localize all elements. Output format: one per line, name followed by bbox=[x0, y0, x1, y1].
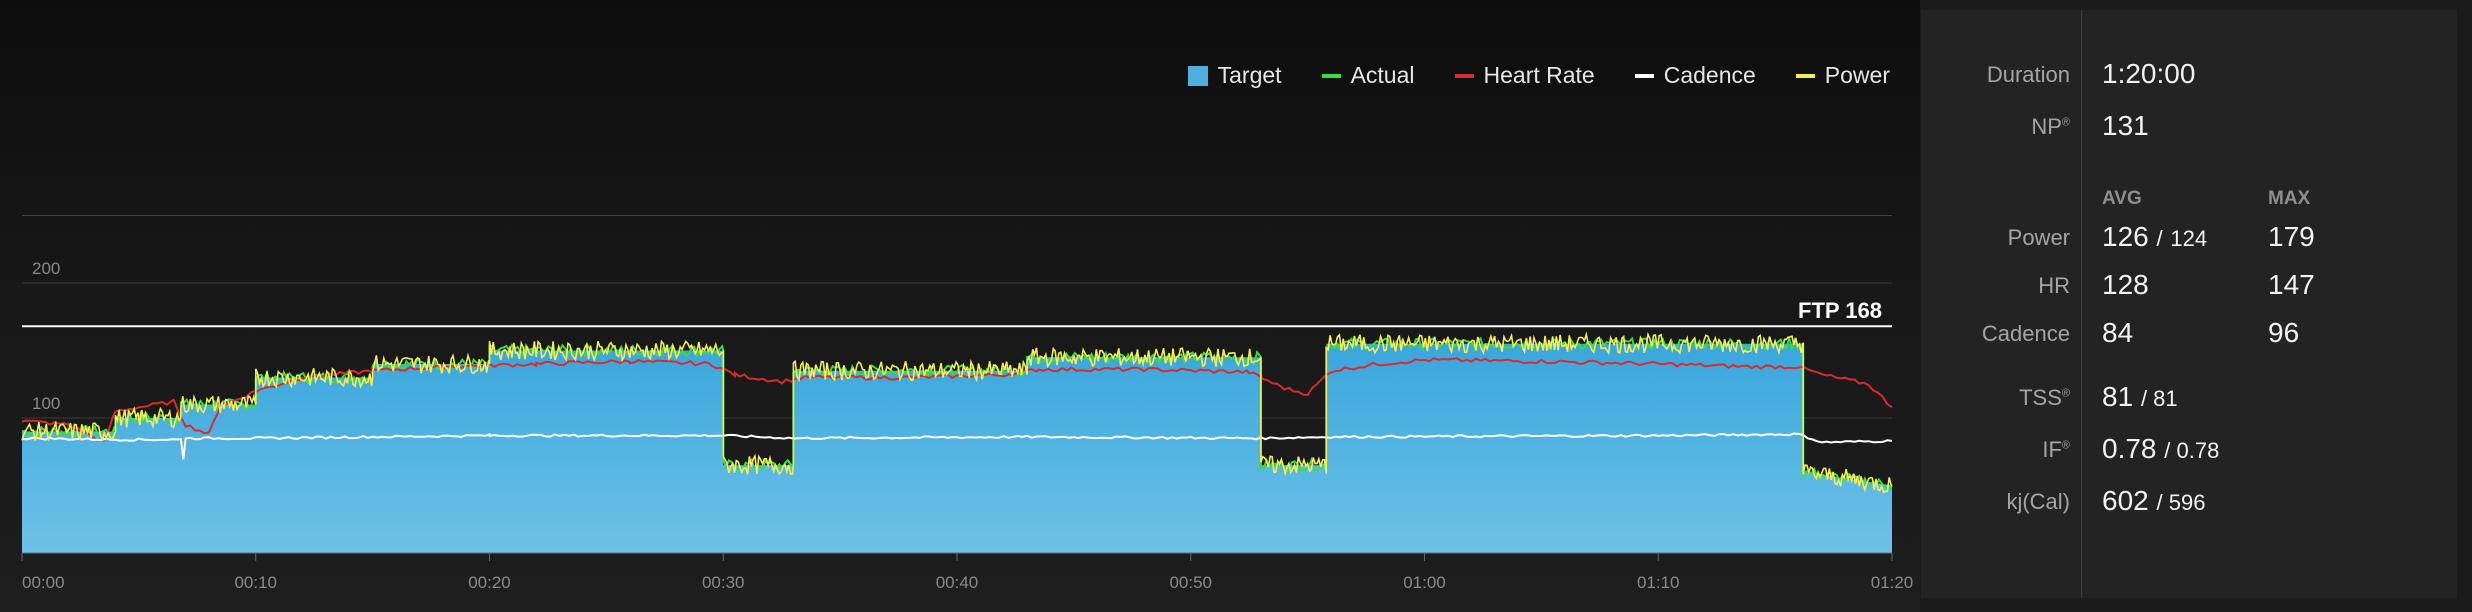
ftp-label: FTP 168 bbox=[1798, 298, 1882, 323]
if-label-text: IF bbox=[2042, 437, 2062, 462]
x-tick-label-4: 00:40 bbox=[936, 573, 979, 592]
legend-label-heart-rate: Heart Rate bbox=[1483, 62, 1595, 88]
x-tick-label-0: 00:00 bbox=[22, 573, 65, 592]
legend-label-actual: Actual bbox=[1350, 62, 1415, 88]
workout-chart: 100 200 FTP 168 00:00 00:10 00:20 00:30 00:40 00… bbox=[21, 215, 1914, 592]
np-label: NP® bbox=[2031, 114, 2070, 140]
legend-item-heart-rate[interactable]: Heart Rate bbox=[1454, 62, 1595, 89]
kj-secondary: / 596 bbox=[2156, 490, 2206, 515]
power-avg-secondary: 124 bbox=[2170, 226, 2208, 251]
power-max-value: 179 bbox=[2268, 221, 2315, 252]
if-label: IF® bbox=[2042, 437, 2070, 463]
kj-label: kj(Cal) bbox=[2006, 489, 2070, 514]
duration-value: 1:20:00 bbox=[2102, 58, 2196, 89]
x-tick-label-7: 01:10 bbox=[1637, 573, 1680, 592]
x-tick-label-5: 00:50 bbox=[1169, 573, 1212, 592]
if-registered-mark: ® bbox=[2061, 439, 2070, 452]
max-header: MAX bbox=[2268, 188, 2311, 209]
hr-label: HR bbox=[2038, 273, 2070, 298]
cadence-max-value: 96 bbox=[2268, 317, 2300, 348]
chart-legend: Target Actual Heart Rate Cadence Power bbox=[1148, 62, 1890, 89]
duration-label: Duration bbox=[1986, 62, 2070, 87]
x-tick-label-6: 01:00 bbox=[1403, 573, 1446, 592]
stats-panel: Duration 1:20:00 NP® 131 AVG MAX Power 1… bbox=[1921, 10, 2457, 598]
y-tick-label-100: 100 bbox=[32, 394, 60, 413]
if-secondary: / 0.78 bbox=[2164, 438, 2220, 463]
legend-label-target: Target bbox=[1217, 62, 1282, 88]
legend-item-power[interactable]: Power bbox=[1795, 62, 1890, 89]
kj-primary: 602 bbox=[2102, 485, 2149, 516]
tss-label: TSS® bbox=[2019, 385, 2070, 411]
np-registered-mark: ® bbox=[2061, 116, 2070, 129]
legend-item-cadence[interactable]: Cadence bbox=[1634, 62, 1756, 89]
cadence-label: Cadence bbox=[1981, 321, 2070, 346]
legend-label-power: Power bbox=[1824, 62, 1890, 88]
power-line bbox=[21, 331, 1893, 494]
heart-rate-line bbox=[21, 357, 1893, 442]
legend-swatch-cadence bbox=[1634, 73, 1654, 78]
if-primary: 0.78 bbox=[2102, 433, 2157, 464]
power-label: Power bbox=[2007, 225, 2070, 250]
hr-avg-value: 128 bbox=[2102, 269, 2149, 300]
tss-registered-mark: ® bbox=[2061, 387, 2070, 400]
y-tick-label-200: 200 bbox=[32, 259, 60, 278]
power-avg-value: 126 / 124 bbox=[2102, 221, 2207, 253]
hr-max-value: 147 bbox=[2268, 269, 2315, 300]
legend-swatch-actual bbox=[1321, 73, 1341, 78]
stats-divider bbox=[2081, 10, 2082, 598]
tss-value: 81 / 81 bbox=[2102, 381, 2178, 413]
avg-header: AVG bbox=[2102, 188, 2142, 209]
cadence-avg-value: 84 bbox=[2102, 317, 2134, 348]
legend-item-target[interactable]: Target bbox=[1187, 62, 1282, 89]
tss-secondary: / 81 bbox=[2140, 386, 2178, 411]
power-avg: 126 bbox=[2102, 221, 2149, 252]
target-area bbox=[22, 343, 1892, 553]
x-tick-label-1: 00:10 bbox=[234, 573, 277, 592]
legend-item-actual[interactable]: Actual bbox=[1321, 62, 1415, 89]
legend-label-cadence: Cadence bbox=[1663, 62, 1756, 88]
x-tick-label-2: 00:20 bbox=[468, 573, 511, 592]
tss-label-text: TSS bbox=[2019, 385, 2062, 410]
legend-swatch-target bbox=[1187, 65, 1208, 86]
x-tick-label-3: 00:30 bbox=[702, 573, 745, 592]
legend-swatch-power bbox=[1795, 73, 1815, 78]
kj-value: 602 / 596 bbox=[2102, 485, 2205, 517]
if-value: 0.78 / 0.78 bbox=[2102, 433, 2219, 465]
tss-primary: 81 bbox=[2102, 381, 2134, 412]
cadence-line bbox=[21, 432, 1893, 460]
x-tick-label-8: 01:20 bbox=[1871, 573, 1914, 592]
np-value: 131 bbox=[2102, 110, 2149, 141]
legend-swatch-heart-rate bbox=[1454, 73, 1474, 78]
workout-chart-panel: Target Actual Heart Rate Cadence Power 1… bbox=[0, 0, 1920, 612]
power-sep: / bbox=[2156, 226, 2163, 251]
np-label-text: NP bbox=[2031, 114, 2062, 139]
